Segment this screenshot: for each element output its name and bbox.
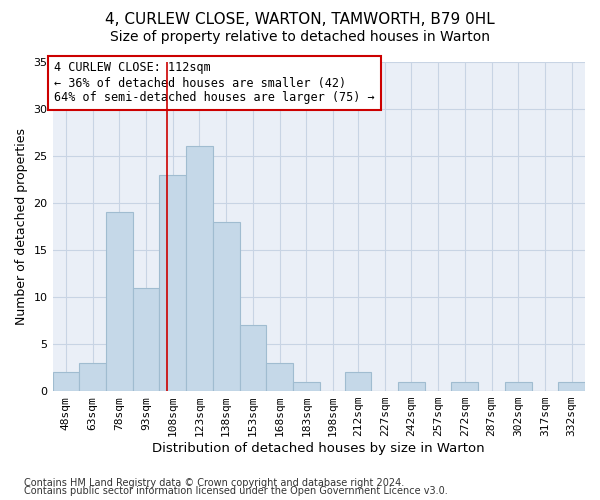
Bar bbox=[133, 288, 160, 391]
Bar bbox=[213, 222, 239, 391]
Bar bbox=[293, 382, 320, 391]
Text: 4 CURLEW CLOSE: 112sqm
← 36% of detached houses are smaller (42)
64% of semi-det: 4 CURLEW CLOSE: 112sqm ← 36% of detached… bbox=[55, 62, 375, 104]
Bar bbox=[558, 382, 585, 391]
Bar bbox=[53, 372, 79, 391]
Bar bbox=[106, 212, 133, 391]
Bar bbox=[266, 363, 293, 391]
Bar bbox=[505, 382, 532, 391]
Bar bbox=[451, 382, 478, 391]
X-axis label: Distribution of detached houses by size in Warton: Distribution of detached houses by size … bbox=[152, 442, 485, 455]
Text: Contains public sector information licensed under the Open Government Licence v3: Contains public sector information licen… bbox=[24, 486, 448, 496]
Bar bbox=[160, 174, 186, 391]
Bar bbox=[239, 325, 266, 391]
Bar bbox=[344, 372, 371, 391]
Bar bbox=[186, 146, 213, 391]
Text: Contains HM Land Registry data © Crown copyright and database right 2024.: Contains HM Land Registry data © Crown c… bbox=[24, 478, 404, 488]
Text: Size of property relative to detached houses in Warton: Size of property relative to detached ho… bbox=[110, 30, 490, 44]
Bar bbox=[398, 382, 425, 391]
Y-axis label: Number of detached properties: Number of detached properties bbox=[15, 128, 28, 325]
Text: 4, CURLEW CLOSE, WARTON, TAMWORTH, B79 0HL: 4, CURLEW CLOSE, WARTON, TAMWORTH, B79 0… bbox=[105, 12, 495, 28]
Bar bbox=[79, 363, 106, 391]
